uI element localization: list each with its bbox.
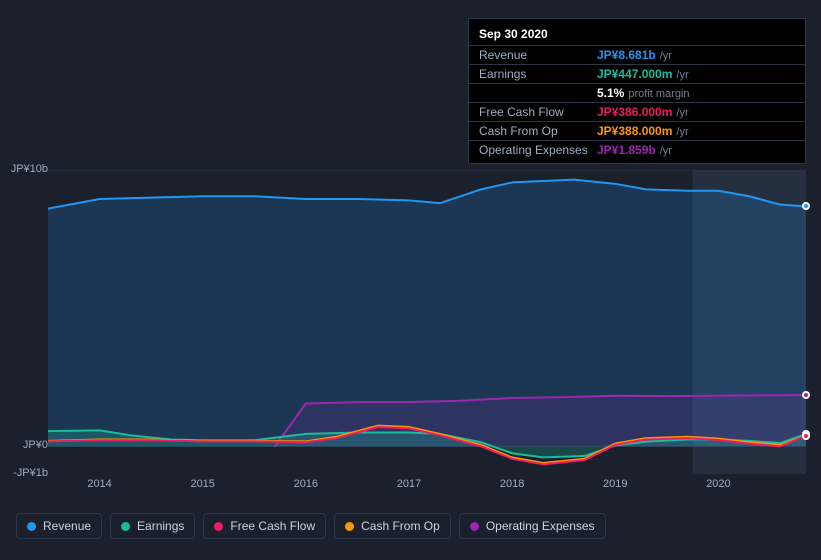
legend-item-cash-from-op[interactable]: Cash From Op — [334, 513, 451, 539]
y-axis-label: JP¥0 — [0, 439, 48, 451]
legend-swatch — [121, 522, 130, 531]
tooltip-unit: /yr — [676, 69, 688, 81]
legend-item-free-cash-flow[interactable]: Free Cash Flow — [203, 513, 326, 539]
tooltip-row: Free Cash FlowJP¥386.000m/yr — [469, 103, 805, 122]
tooltip-row: RevenueJP¥8.681b/yr — [469, 46, 805, 65]
tooltip-label: Cash From Op — [479, 124, 597, 138]
legend-label: Free Cash Flow — [230, 519, 315, 533]
x-axis: 2014 2015 2016 2017 2018 2019 2020 — [48, 478, 806, 498]
x-axis-label: 2017 — [397, 478, 421, 490]
tooltip-value: JP¥386.000m — [597, 105, 672, 119]
tooltip-row: Cash From OpJP¥388.000m/yr — [469, 122, 805, 141]
legend: Revenue Earnings Free Cash Flow Cash From O… — [16, 513, 606, 539]
series-end-marker — [802, 432, 810, 440]
legend-label: Earnings — [137, 519, 184, 533]
legend-label: Cash From Op — [361, 519, 440, 533]
legend-swatch — [27, 522, 36, 531]
tooltip-row: Operating ExpensesJP¥1.859b/yr — [469, 141, 805, 159]
tooltip-date: Sep 30 2020 — [469, 23, 805, 46]
tooltip-unit: /yr — [660, 50, 672, 62]
y-axis-label: -JP¥1b — [0, 467, 48, 479]
financials-chart — [48, 170, 806, 474]
data-tooltip: Sep 30 2020 RevenueJP¥8.681b/yrEarningsJ… — [468, 18, 806, 164]
tooltip-value: JP¥8.681b — [597, 48, 656, 62]
series-end-marker — [802, 202, 810, 210]
legend-item-earnings[interactable]: Earnings — [110, 513, 195, 539]
legend-label: Revenue — [43, 519, 91, 533]
legend-swatch — [214, 522, 223, 531]
legend-item-revenue[interactable]: Revenue — [16, 513, 102, 539]
tooltip-value: JP¥447.000m — [597, 67, 672, 81]
x-axis-label: 2015 — [190, 478, 214, 490]
legend-label: Operating Expenses — [486, 519, 595, 533]
legend-swatch — [470, 522, 479, 531]
y-axis-label: JP¥10b — [0, 163, 48, 175]
tooltip-value: JP¥388.000m — [597, 124, 672, 138]
x-axis-label: 2016 — [294, 478, 318, 490]
tooltip-value: JP¥1.859b — [597, 143, 656, 157]
tooltip-unit: /yr — [676, 126, 688, 138]
tooltip-label: Revenue — [479, 48, 597, 62]
x-axis-label: 2020 — [706, 478, 730, 490]
tooltip-unit: /yr — [676, 107, 688, 119]
tooltip-row: EarningsJP¥447.000m/yr — [469, 65, 805, 84]
tooltip-row: 5.1% profit margin — [469, 84, 805, 103]
legend-item-operating-expenses[interactable]: Operating Expenses — [459, 513, 606, 539]
tooltip-label: Free Cash Flow — [479, 105, 597, 119]
tooltip-unit: profit margin — [628, 88, 689, 100]
legend-swatch — [345, 522, 354, 531]
tooltip-label: Operating Expenses — [479, 143, 597, 157]
tooltip-value: 5.1% — [597, 86, 624, 100]
x-axis-label: 2019 — [603, 478, 627, 490]
series-end-marker — [802, 391, 810, 399]
x-axis-label: 2014 — [87, 478, 111, 490]
tooltip-unit: /yr — [660, 145, 672, 157]
tooltip-label: Earnings — [479, 67, 597, 81]
x-axis-label: 2018 — [500, 478, 524, 490]
